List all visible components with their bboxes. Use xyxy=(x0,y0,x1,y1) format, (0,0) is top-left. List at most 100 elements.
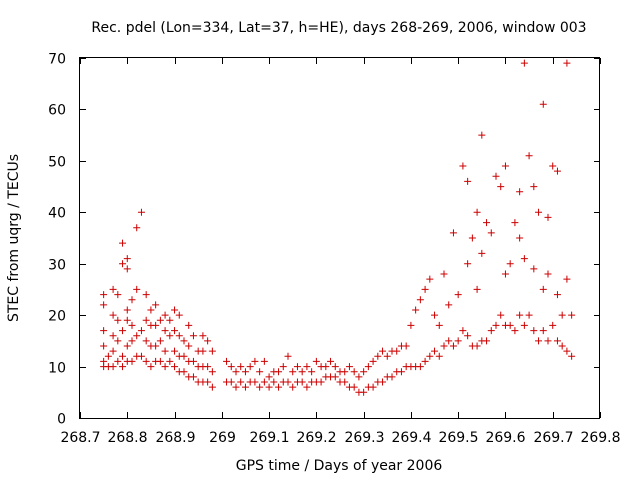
data-point xyxy=(199,347,207,355)
data-point xyxy=(260,378,268,386)
x-tick-label: 269.8 xyxy=(580,430,620,446)
data-point xyxy=(123,306,131,314)
data-point xyxy=(402,342,410,350)
y-tick-label: 50 xyxy=(48,155,66,171)
data-point xyxy=(298,378,306,386)
x-tick-label: 269.4 xyxy=(391,430,431,446)
data-point xyxy=(544,270,552,278)
data-point xyxy=(535,208,543,216)
data-point xyxy=(530,265,538,273)
data-point xyxy=(459,162,467,170)
data-point xyxy=(119,260,127,268)
data-point xyxy=(185,342,193,350)
data-point xyxy=(208,383,216,391)
data-point xyxy=(109,332,117,340)
data-point xyxy=(161,363,169,371)
data-point xyxy=(227,363,235,371)
x-tick-label: 269.3 xyxy=(344,430,384,446)
data-point xyxy=(431,311,439,319)
data-point xyxy=(303,383,311,391)
data-point xyxy=(156,357,164,365)
data-point xyxy=(440,270,448,278)
data-point xyxy=(175,311,183,319)
data-point xyxy=(161,311,169,319)
data-point xyxy=(449,342,457,350)
data-point xyxy=(171,363,179,371)
data-point xyxy=(440,342,448,350)
data-point xyxy=(114,291,122,299)
data-point xyxy=(119,352,127,360)
data-point xyxy=(525,311,533,319)
data-point xyxy=(416,296,424,304)
data-point xyxy=(473,342,481,350)
data-point xyxy=(204,337,212,345)
data-point xyxy=(525,152,533,160)
data-point xyxy=(109,285,117,293)
data-point xyxy=(516,188,524,196)
data-point xyxy=(544,213,552,221)
data-point xyxy=(275,368,283,376)
data-point xyxy=(180,337,188,345)
data-point xyxy=(114,357,122,365)
y-tick-label: 40 xyxy=(48,206,66,222)
data-point xyxy=(128,357,136,365)
chart-title: Rec. pdel (Lon=334, Lat=37, h=HE), days … xyxy=(91,20,586,36)
data-point xyxy=(289,368,297,376)
data-point xyxy=(492,172,500,180)
y-tick-label: 30 xyxy=(48,258,66,274)
data-point xyxy=(152,342,160,350)
data-point xyxy=(275,383,283,391)
data-point xyxy=(464,177,472,185)
data-point xyxy=(232,368,240,376)
data-point xyxy=(492,321,500,329)
y-tick-label: 10 xyxy=(48,361,66,377)
data-point xyxy=(483,337,491,345)
data-point xyxy=(497,183,505,191)
data-point xyxy=(142,357,150,365)
data-point xyxy=(109,363,117,371)
data-point xyxy=(520,59,528,67)
data-point xyxy=(293,363,301,371)
data-point xyxy=(100,357,108,365)
data-point xyxy=(445,301,453,309)
data-point xyxy=(483,219,491,227)
data-point xyxy=(123,342,131,350)
data-point xyxy=(553,291,561,299)
data-point xyxy=(501,270,509,278)
data-point xyxy=(171,327,179,335)
data-point xyxy=(360,368,368,376)
x-tick-label: 269.1 xyxy=(249,430,289,446)
data-point xyxy=(445,337,453,345)
data-point xyxy=(199,332,207,340)
data-point xyxy=(123,316,131,324)
data-point xyxy=(303,363,311,371)
data-point xyxy=(464,332,472,340)
data-point xyxy=(459,327,467,335)
data-point xyxy=(100,342,108,350)
data-point xyxy=(568,311,576,319)
data-point xyxy=(520,255,528,263)
data-point xyxy=(563,347,571,355)
data-point xyxy=(289,383,297,391)
data-point xyxy=(369,357,377,365)
data-point xyxy=(185,321,193,329)
data-point xyxy=(568,352,576,360)
data-point xyxy=(114,316,122,324)
data-point xyxy=(156,337,164,345)
data-point xyxy=(204,363,212,371)
data-point xyxy=(511,327,519,335)
data-point xyxy=(454,291,462,299)
data-point xyxy=(312,357,320,365)
data-point xyxy=(119,363,127,371)
data-point xyxy=(142,337,150,345)
x-tick-label: 269.5 xyxy=(438,430,478,446)
data-point xyxy=(156,316,164,324)
data-point xyxy=(270,378,278,386)
data-point xyxy=(171,347,179,355)
data-point xyxy=(161,347,169,355)
data-point xyxy=(119,327,127,335)
axis-ticks: 268.7 268.8 268.9 269 269.1 269.2 269.3 269.4 26… xyxy=(48,52,620,447)
x-axis-label: GPS time / Days of year 2006 xyxy=(236,458,443,474)
x-tick-label: 269 xyxy=(209,430,236,446)
data-point xyxy=(123,265,131,273)
